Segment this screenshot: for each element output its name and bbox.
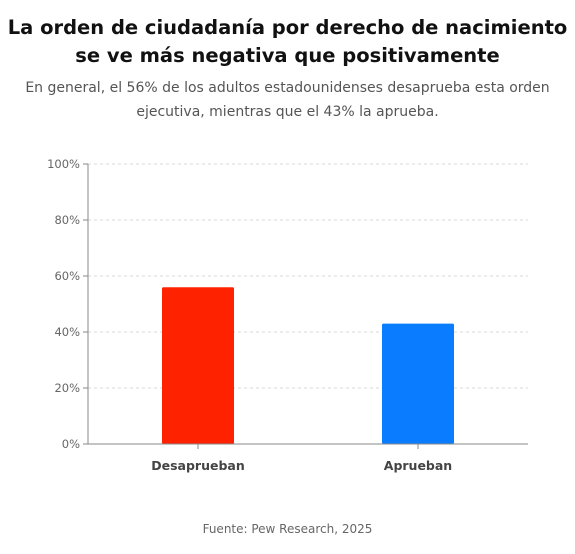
chart-title-line-2: se ve más negativa que positivamente <box>75 44 500 67</box>
y-tick-label: 60% <box>54 269 80 283</box>
y-tick-label: 80% <box>54 213 80 227</box>
chart-title-line-1: La orden de ciudadanía por derecho de na… <box>7 16 568 39</box>
bar-aprueban <box>382 323 454 444</box>
y-tick-label: 20% <box>54 381 80 395</box>
chart-subtitle-line-2: ejecutiva, mientras que el 43% la aprueb… <box>136 104 439 120</box>
y-tick-label: 0% <box>62 437 80 451</box>
source-note: Fuente: Pew Research, 2025 <box>202 522 373 536</box>
chart-subtitle-line-1: En general, el 56% de los adultos estado… <box>25 80 550 96</box>
y-tick-label: 100% <box>47 157 80 171</box>
x-tick-label: Desaprueban <box>151 458 245 473</box>
chart-title: La orden de ciudadanía por derecho de na… <box>0 14 575 70</box>
bar-desaprueban <box>162 287 234 444</box>
y-tick-label: 40% <box>54 325 80 339</box>
chart-subtitle: En general, el 56% de los adultos estado… <box>0 76 575 124</box>
x-tick-label: Aprueban <box>384 458 452 473</box>
